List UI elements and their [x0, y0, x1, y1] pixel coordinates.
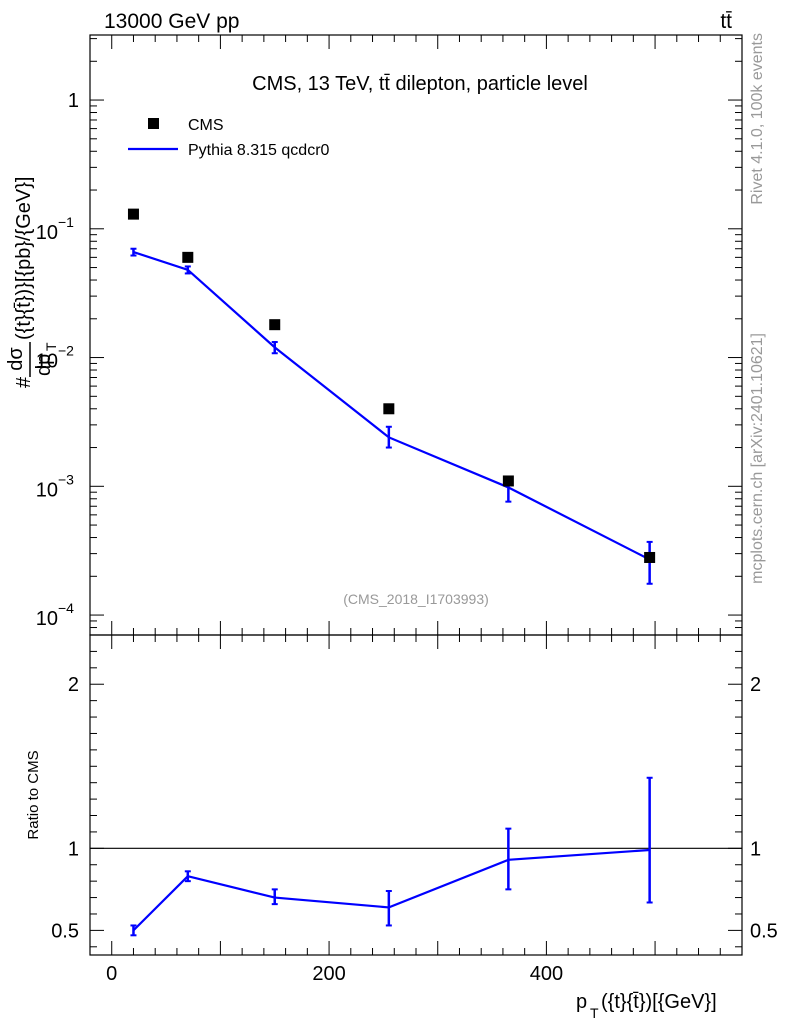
cms-data-point	[127, 208, 139, 220]
cms-data-point	[644, 551, 656, 563]
cms-data-point	[383, 403, 395, 415]
main-y-tick-base: 10	[36, 608, 58, 630]
ratio-y-tick-label-left: 2	[68, 674, 79, 696]
cms-data-point	[182, 251, 194, 263]
x-label-sub: T	[590, 1005, 599, 1021]
legend-pythia-label: Pythia 8.315 qcdcr0	[188, 142, 330, 159]
main-y-tick-base: 10	[36, 222, 58, 244]
main-y-axis-label: # dσ dp T ({t}{t̄})}[{pb}/{GeV}]	[5, 177, 59, 389]
x-label-tail: ({t}{t̄})[{GeV}]	[601, 991, 717, 1013]
ratio-y-tick-label-right: 2	[750, 674, 761, 696]
ratio-y-tick-label-right: 0.5	[750, 920, 778, 942]
main-y-tick-base: 1	[68, 90, 79, 112]
main-data-layer	[127, 208, 656, 585]
legend-cms-label: CMS	[188, 117, 224, 134]
ratio-y-axis-label: Ratio to CMS	[25, 750, 42, 839]
y-label-frac-num: dσ	[5, 347, 27, 371]
main-y-tick-base: 10	[36, 351, 58, 373]
ratio-data-layer	[90, 776, 742, 937]
header-right-label: tt̄	[720, 10, 732, 33]
main-y-tick-exp: −3	[58, 471, 74, 487]
y-label-frac-den: dp	[33, 354, 55, 376]
main-y-tick-label: 10 −3	[36, 471, 74, 501]
y-label-tail: ({t}{t̄})}[{pb}/{GeV}]	[13, 177, 35, 341]
main-chart-title: CMS, 13 TeV, tt̄ dilepton, particle leve…	[252, 73, 588, 95]
header-left-label: 13000 GeV pp	[104, 10, 239, 33]
x-tick-label: 400	[530, 963, 563, 985]
x-axis-label: p T ({t}{t̄})[{GeV}]	[576, 991, 717, 1021]
y-label-prefix: #	[13, 376, 35, 388]
cms-data-point	[502, 475, 514, 487]
ratio-panel-frame	[89, 634, 743, 956]
ratio-y-tick-label-right: 1	[750, 838, 761, 860]
analysis-id-label: (CMS_2018_I1703993)	[343, 591, 489, 607]
main-y-tick-label: 10 −2	[36, 343, 74, 373]
ratio-y-tick-label-left: 0.5	[51, 920, 79, 942]
main-y-tick-label: 1	[68, 90, 79, 112]
main-axis-tick-labels: 110−110−210−310−4	[36, 90, 79, 630]
main-y-tick-exp: −1	[58, 214, 74, 230]
rivet-version-label: Rivet 4.1.0, 100k events	[749, 33, 766, 205]
ratio-axis-tick-labels: 0.5 0.5 1 1 2 2 0 200 400	[51, 674, 778, 985]
ratio-pythia-line	[132, 848, 650, 932]
main-y-tick-base: 10	[36, 479, 58, 501]
cms-data-point	[269, 319, 281, 331]
ratio-y-tick-label-left: 1	[68, 838, 79, 860]
pythia-line	[133, 250, 651, 561]
x-tick-label: 0	[106, 963, 117, 985]
main-y-tick-exp: −2	[58, 343, 74, 359]
ratio-axis-ticks	[90, 635, 742, 955]
main-y-tick-exp: −4	[58, 600, 74, 616]
x-label-p: p	[576, 991, 587, 1013]
legend-cms-marker	[148, 118, 159, 129]
y-label-frac-den-sub: T	[43, 342, 59, 351]
main-axis-ticks	[90, 35, 742, 636]
x-tick-label: 200	[312, 963, 345, 985]
mcplots-citation-label: mcplots.cern.ch [arXiv:2401.10621]	[749, 333, 766, 584]
main-y-tick-label: 10 −1	[36, 214, 74, 244]
main-y-tick-label: 10 −4	[36, 600, 74, 630]
